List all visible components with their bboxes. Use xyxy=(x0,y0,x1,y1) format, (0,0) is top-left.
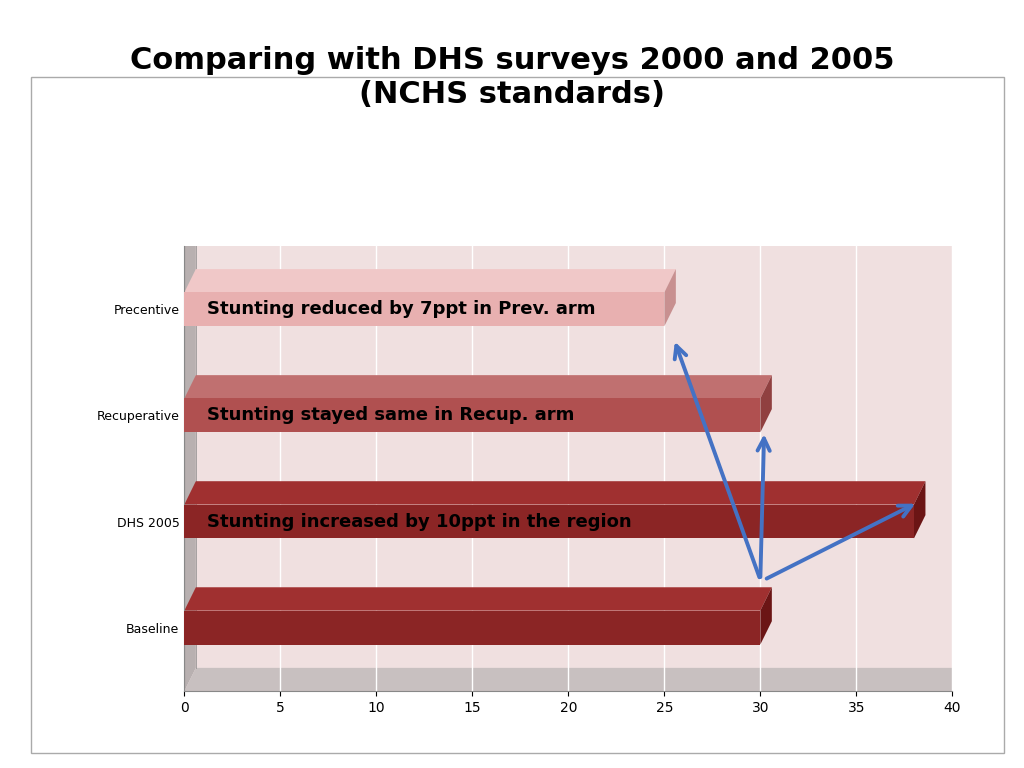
Bar xyxy=(184,505,914,538)
Text: Stunting increased by 10ppt in the region: Stunting increased by 10ppt in the regio… xyxy=(207,512,632,531)
Polygon shape xyxy=(184,223,196,691)
Polygon shape xyxy=(914,482,926,538)
Polygon shape xyxy=(184,269,676,293)
Bar xyxy=(184,399,761,432)
Text: Stunting stayed same in Recup. arm: Stunting stayed same in Recup. arm xyxy=(207,406,574,425)
Bar xyxy=(184,293,665,326)
Polygon shape xyxy=(665,269,676,326)
Text: Comparing with DHS surveys 2000 and 2005
(NCHS standards): Comparing with DHS surveys 2000 and 2005… xyxy=(130,46,894,109)
Polygon shape xyxy=(184,588,772,611)
Polygon shape xyxy=(184,482,926,505)
Polygon shape xyxy=(184,375,772,399)
Polygon shape xyxy=(761,375,772,432)
Bar xyxy=(184,611,761,644)
Text: Stunting reduced by 7ppt in Prev. arm: Stunting reduced by 7ppt in Prev. arm xyxy=(207,300,596,319)
Polygon shape xyxy=(761,588,772,644)
Polygon shape xyxy=(184,668,964,691)
